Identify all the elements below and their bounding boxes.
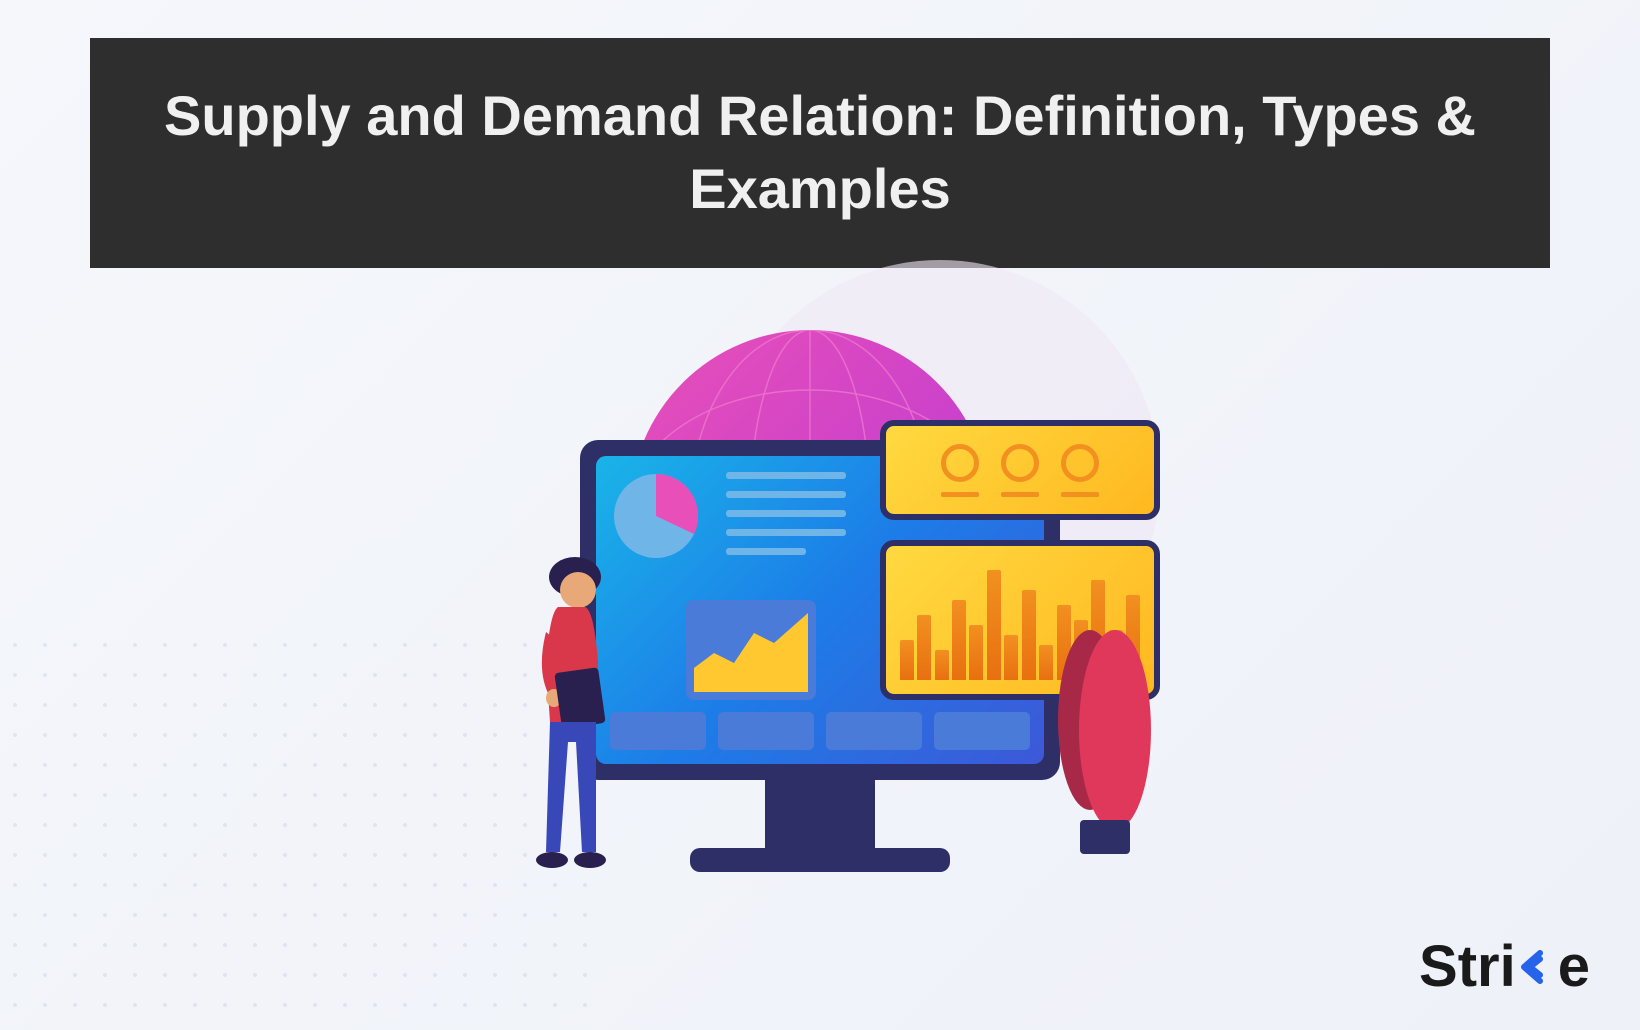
person-icon xyxy=(500,542,640,882)
donut-row xyxy=(941,444,1099,482)
donut-panel xyxy=(880,420,1160,520)
text-line xyxy=(726,510,846,517)
donut-icon xyxy=(941,444,979,482)
text-lines-group xyxy=(726,472,846,555)
title-banner: Supply and Demand Relation: Definition, … xyxy=(90,38,1550,268)
mini-box xyxy=(826,712,922,750)
bar xyxy=(952,600,966,680)
text-line xyxy=(726,529,846,536)
text-line xyxy=(726,491,846,498)
bar xyxy=(935,650,949,680)
bar xyxy=(969,625,983,680)
brand-logo: Stri e xyxy=(1419,933,1590,1000)
underline xyxy=(941,492,979,497)
bar xyxy=(987,570,1001,680)
bar xyxy=(1022,590,1036,680)
text-line xyxy=(726,548,806,555)
bar xyxy=(1004,635,1018,680)
logo-text-right: e xyxy=(1558,933,1590,1000)
text-line xyxy=(726,472,846,479)
page-title: Supply and Demand Relation: Definition, … xyxy=(164,84,1476,220)
mini-box-row xyxy=(610,712,1030,750)
monitor-base xyxy=(690,848,950,872)
underline-row xyxy=(941,492,1099,497)
mini-box xyxy=(718,712,814,750)
donut-icon xyxy=(1001,444,1039,482)
underline xyxy=(1061,492,1099,497)
area-chart-widget xyxy=(686,600,816,700)
plant-icon xyxy=(1040,620,1160,860)
donut-icon xyxy=(1061,444,1099,482)
area-chart-icon xyxy=(694,608,808,692)
monitor-stand xyxy=(765,778,875,848)
illustration-container xyxy=(460,280,1180,920)
mini-box xyxy=(934,712,1030,750)
logo-arrow-icon xyxy=(1510,943,1558,991)
bar xyxy=(900,640,914,680)
underline xyxy=(1001,492,1039,497)
bar xyxy=(917,615,931,680)
logo-text-left: Stri xyxy=(1419,933,1516,1000)
